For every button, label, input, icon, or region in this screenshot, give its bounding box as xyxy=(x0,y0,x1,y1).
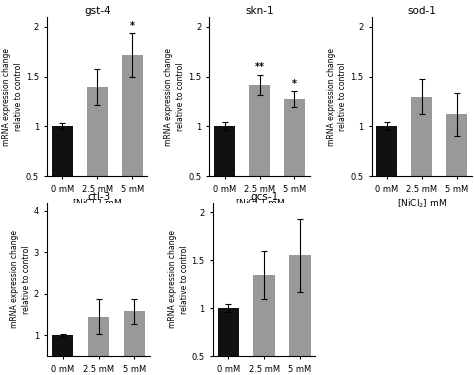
X-axis label: [NiCl$_2$] mM: [NiCl$_2$] mM xyxy=(73,198,122,210)
Bar xyxy=(254,274,275,375)
Bar xyxy=(52,336,73,375)
Bar xyxy=(446,114,467,226)
Y-axis label: mRNA expression change
relative to control: mRNA expression change relative to contr… xyxy=(164,48,185,146)
X-axis label: [NiCl$_2$] mM: [NiCl$_2$] mM xyxy=(397,198,447,210)
Bar xyxy=(88,317,109,375)
Bar xyxy=(284,99,305,226)
Title: ctl-3: ctl-3 xyxy=(87,192,110,202)
Bar xyxy=(289,255,310,375)
Bar xyxy=(376,126,397,226)
Title: gcs-1: gcs-1 xyxy=(250,192,278,202)
Y-axis label: mRNA expression change
relative to control: mRNA expression change relative to contr… xyxy=(2,48,23,146)
Bar xyxy=(218,308,239,375)
Y-axis label: mRNA expression change
relative to control: mRNA expression change relative to contr… xyxy=(327,48,347,146)
Bar xyxy=(87,87,108,226)
Bar xyxy=(249,85,270,226)
X-axis label: [NiCl$_2$] mM: [NiCl$_2$] mM xyxy=(235,198,284,210)
Title: skn-1: skn-1 xyxy=(245,6,274,16)
Text: *: * xyxy=(292,79,297,88)
Bar xyxy=(411,97,432,226)
Bar xyxy=(124,311,145,375)
Title: gst-4: gst-4 xyxy=(84,6,111,16)
Y-axis label: mRNA expression change
relative to control: mRNA expression change relative to contr… xyxy=(168,230,189,328)
Bar xyxy=(122,55,143,226)
Bar xyxy=(52,126,73,226)
Bar xyxy=(214,126,235,226)
Text: **: ** xyxy=(255,62,264,72)
Text: *: * xyxy=(130,21,135,31)
Title: sod-1: sod-1 xyxy=(407,6,436,16)
Y-axis label: mRNA expression change
relative to control: mRNA expression change relative to contr… xyxy=(10,230,31,328)
